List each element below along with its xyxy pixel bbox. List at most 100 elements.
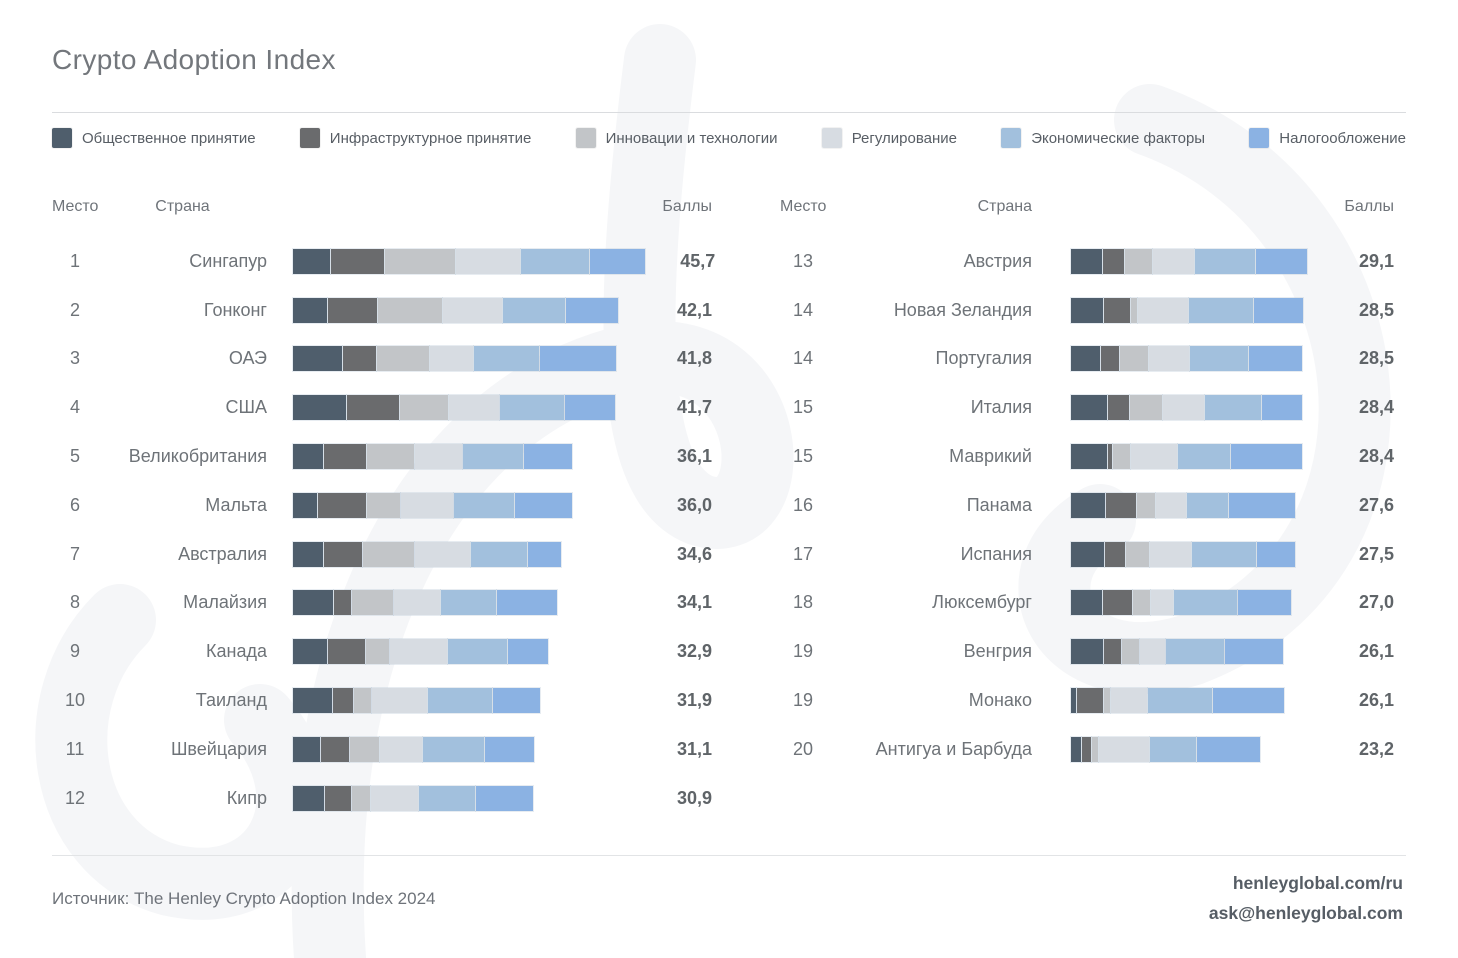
legend-item: Налогообложение [1249, 128, 1406, 148]
bar-segment [352, 590, 393, 616]
score-bar [293, 688, 642, 714]
header-score: Баллы [662, 197, 712, 215]
score-bar [1071, 444, 1322, 470]
score-bar [1071, 395, 1322, 421]
bar-segment [367, 492, 400, 518]
bar-segment [1148, 346, 1190, 372]
score-bar [293, 736, 642, 762]
table-row: 12 Кипр 30,9 [52, 774, 712, 823]
bar-segment [589, 248, 646, 274]
bar-segment [1149, 541, 1191, 567]
bar-cell [1032, 736, 1322, 762]
bar-segment [1071, 248, 1102, 274]
score-bar [293, 346, 642, 372]
score-bar [1071, 590, 1322, 616]
score-value: 34,6 [676, 543, 712, 564]
bar-segment [1173, 590, 1238, 616]
bar-segment [333, 590, 351, 616]
bar-segment [1071, 346, 1100, 372]
rank-cell: 16 [792, 494, 814, 515]
bar-segment [293, 590, 333, 616]
country-label: Сингапур [189, 250, 267, 271]
bar-segment [293, 248, 330, 274]
score-value: 36,1 [676, 446, 712, 467]
bar-segment [1111, 688, 1148, 714]
bar-segment [1103, 297, 1130, 323]
rank-cell: 4 [69, 397, 80, 418]
table-row: 6 Мальта 36,0 [52, 481, 712, 530]
bar-cell [1032, 346, 1322, 372]
table-row: 13 Австрия 29,1 [780, 237, 1394, 286]
bar-segment [1163, 395, 1205, 421]
rank-cell: 10 [64, 690, 86, 711]
legend-label: Экономические факторы [1031, 129, 1206, 147]
bar-segment [1191, 541, 1257, 567]
country-label: Монако [968, 690, 1032, 711]
bar-segment [1126, 541, 1149, 567]
bar-segment [1189, 297, 1254, 323]
rank-cell: 17 [792, 543, 814, 564]
bar-segment [1225, 639, 1284, 665]
table-row: 8 Малайзия 34,1 [52, 579, 712, 628]
bar-segment [1257, 541, 1295, 567]
bar-segment [324, 541, 363, 567]
country-label: Люксембург [932, 592, 1032, 613]
bar-segment [471, 541, 528, 567]
legend-label: Общественное принятие [82, 129, 256, 147]
bar-segment [455, 248, 521, 274]
bar-segment [1137, 492, 1155, 518]
bar-segment [1148, 688, 1212, 714]
bar-cell [267, 444, 642, 470]
bar-segment [1130, 395, 1163, 421]
bar-segment [414, 541, 471, 567]
bar-cell [267, 492, 642, 518]
bar-segment [332, 688, 354, 714]
country-label: Мальта [205, 494, 267, 515]
table-row: 15 Италия 28,4 [780, 383, 1394, 432]
bar-segment [324, 444, 367, 470]
table-row: 1 Сингапур 45,7 [52, 237, 716, 286]
bar-segment [442, 297, 502, 323]
top-divider [52, 112, 1406, 113]
header-score: Баллы [1344, 197, 1394, 215]
rank-cell: 1 [69, 250, 80, 271]
bar-segment [384, 248, 455, 274]
score-value: 36,0 [676, 494, 712, 515]
bar-segment [1231, 444, 1302, 470]
bar-segment [293, 736, 320, 762]
score-bar [293, 590, 642, 616]
bar-segment [365, 639, 390, 665]
bar-segment [1071, 590, 1102, 616]
bar-segment [1081, 736, 1091, 762]
score-value: 45,7 [680, 250, 716, 271]
score-bar [1071, 541, 1322, 567]
bar-segment [325, 785, 351, 811]
score-value: 27,6 [1358, 494, 1394, 515]
score-value: 27,0 [1358, 592, 1394, 613]
bar-segment [380, 736, 423, 762]
bar-segment [293, 492, 318, 518]
legend-item: Регулирование [821, 128, 957, 148]
bar-segment [293, 639, 328, 665]
score-value: 34,1 [676, 592, 712, 613]
ranking-table-left: Место Страна Баллы 1 Сингапур 45,7 2 Гонконг… [52, 183, 716, 823]
legend-label: Регулирование [851, 129, 957, 147]
bar-segment [351, 785, 371, 811]
bar-segment [1103, 590, 1132, 616]
bar-segment [320, 736, 349, 762]
country-label: Австралия [178, 543, 267, 564]
bar-segment [1076, 688, 1103, 714]
score-value: 31,1 [676, 738, 712, 759]
score-bar [293, 639, 642, 665]
bar-segment [1071, 297, 1103, 323]
bar-segment [1071, 639, 1103, 665]
bar-segment [484, 736, 535, 762]
rank-cell: 14 [792, 348, 814, 369]
score-value: 28,4 [1358, 446, 1394, 467]
bar-segment [328, 297, 377, 323]
bar-segment [454, 492, 514, 518]
country-label: ОАЭ [228, 348, 267, 369]
bar-segment [1071, 736, 1081, 762]
bar-segment [343, 346, 377, 372]
bar-segment [418, 785, 475, 811]
